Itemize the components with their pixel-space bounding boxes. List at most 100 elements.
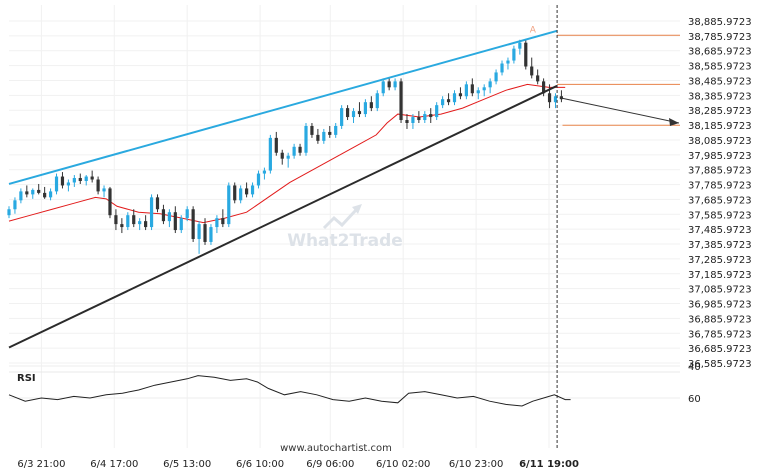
candle-up [381,78,385,97]
candle-down [328,125,332,138]
candle-body [441,99,445,106]
candle-body [37,189,41,193]
candle-up [340,105,344,129]
forecast-arrow-line [559,97,680,124]
candle-up [215,215,219,234]
rsi-panel: RSI 60 40 [8,362,701,407]
candle-body [102,188,106,192]
candle-down [280,149,284,165]
candle-body [7,209,11,216]
candle-up [512,45,516,64]
y-tick-label: 38,285.9723 [688,106,752,117]
x-tick-label: 6/5 13:00 [163,459,211,470]
y-tick-label: 37,285.9723 [688,255,752,266]
candle-down [132,209,136,228]
candle-body [452,93,457,103]
candle-up [423,111,427,124]
y-axis-ticks: 38,885.9723 38,785.9723 38,685.9723 38,585.… [688,17,752,370]
y-tick-label: 38,485.9723 [688,76,752,87]
y-tick-label: 37,985.9723 [688,151,752,162]
candle-up [167,209,171,228]
candle-body [547,93,552,103]
candle-up [31,188,35,199]
candle-down [245,182,249,198]
candle-down [310,123,314,138]
candle-up [13,197,17,214]
candle-body [245,188,249,195]
candle-body [506,60,510,64]
candle-body [500,63,504,73]
x-tick-label: 6/11 19:00 [519,459,579,470]
candle-up [506,57,510,70]
candle-body [322,131,326,141]
candle-body [542,81,546,94]
chart-grid [9,5,680,448]
candle-body [25,191,29,195]
candle-up [209,224,213,245]
candle-body [310,125,314,135]
candle-body [393,81,397,88]
candle-body [476,90,480,94]
candle-body [203,224,207,242]
candle-body [66,182,70,186]
candle-down [221,209,225,228]
rsi-title: RSI [17,373,36,384]
candle-up [138,218,142,231]
candle-up [102,185,106,198]
candle-body [524,42,528,67]
candle-up [375,90,379,112]
candle-up [256,170,261,189]
x-tick-label: 6/3 21:00 [17,459,65,470]
candle-down [114,209,118,231]
y-tick-label: 38,885.9723 [688,17,752,28]
x-tick-label: 6/10 02:00 [376,459,430,470]
y-tick-label: 36,585.9723 [688,359,752,370]
candle-down [547,84,552,109]
candle-up [239,185,243,204]
candle-body [405,120,409,124]
y-tick-label: 36,985.9723 [688,300,752,311]
candle-body [482,87,486,91]
candle-down [144,215,148,231]
candle-up [494,69,498,85]
x-tick-label: 6/4 17:00 [90,459,138,470]
candle-up [476,87,480,100]
candle-down [446,93,451,106]
candle-body [340,108,344,126]
candle-body [233,185,237,201]
candle-body [13,200,17,210]
candle-body [114,215,118,225]
candle-down [108,186,112,219]
candle-body [328,131,332,135]
candle-body [464,84,468,97]
candle-down [60,172,65,189]
candle-down [233,182,237,204]
candle-body [185,209,189,219]
candle-down [78,173,82,184]
y-tick-label: 38,585.9723 [688,62,752,73]
level-lines [557,34,680,126]
candle-body [334,125,338,135]
rsi-tick-label: 60 [688,394,701,405]
candle-body [268,137,272,171]
candle-down [530,57,534,79]
candle-body [108,188,112,216]
y-tick-label: 36,685.9723 [688,344,752,355]
candle-up [464,81,468,100]
candle-up [334,123,338,138]
candle-body [191,209,195,239]
candle-down [96,176,100,195]
rsi-line [8,375,571,407]
candle-body [280,152,284,159]
candle-body [423,114,427,121]
candle-up [411,114,415,129]
moving-average-line [8,83,566,224]
candle-up [19,188,23,204]
candle-up [435,102,439,121]
candle-body [488,81,492,88]
candle-up [286,152,290,168]
candle-down [536,69,540,85]
candle-up [48,188,53,201]
candle-down [155,194,160,213]
candle-body [43,192,47,198]
